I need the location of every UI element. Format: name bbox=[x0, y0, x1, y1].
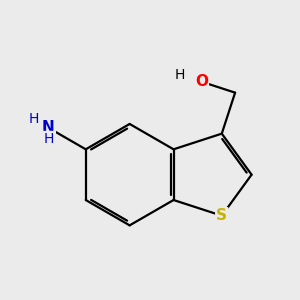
Text: N: N bbox=[42, 120, 55, 135]
Text: S: S bbox=[216, 208, 227, 223]
Text: O: O bbox=[195, 74, 208, 89]
Text: H: H bbox=[29, 112, 39, 126]
Text: H: H bbox=[43, 132, 54, 146]
Text: H: H bbox=[175, 68, 185, 82]
